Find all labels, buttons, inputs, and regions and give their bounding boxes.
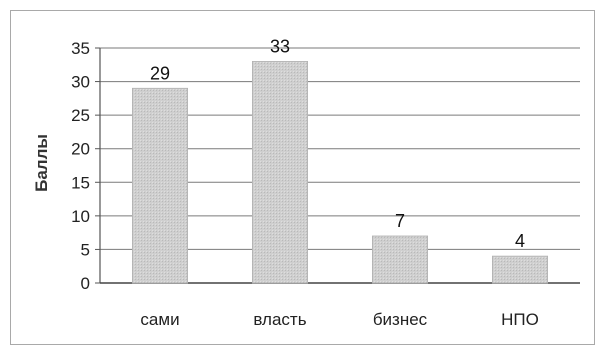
bars — [131, 61, 548, 284]
y-tick-label: 5 — [81, 240, 90, 259]
y-tick-label: 20 — [71, 140, 90, 159]
x-category-label: бизнес — [373, 310, 428, 329]
data-label: 4 — [515, 231, 525, 251]
x-category-label: сами — [140, 310, 179, 329]
bar — [491, 255, 548, 284]
y-axis-title: Баллы — [32, 134, 51, 192]
data-labels: 29 33 7 4 — [150, 36, 525, 251]
data-label: 7 — [395, 211, 405, 231]
y-tick-label: 0 — [81, 274, 90, 293]
bar — [131, 87, 188, 284]
bar — [371, 235, 428, 284]
data-label: 29 — [150, 63, 170, 83]
y-tick-label: 15 — [71, 173, 90, 192]
bar — [251, 61, 308, 284]
y-tick-label: 35 — [71, 39, 90, 58]
y-tick-label: 30 — [71, 73, 90, 92]
y-tick-label: 25 — [71, 106, 90, 125]
y-tick-label: 10 — [71, 207, 90, 226]
x-category-label: власть — [253, 310, 306, 329]
y-tick-labels: 0 5 10 15 20 25 30 35 — [71, 39, 90, 293]
data-label: 33 — [270, 36, 290, 56]
x-category-label: НПО — [501, 310, 539, 329]
x-category-labels: сами власть бизнес НПО — [140, 310, 538, 329]
